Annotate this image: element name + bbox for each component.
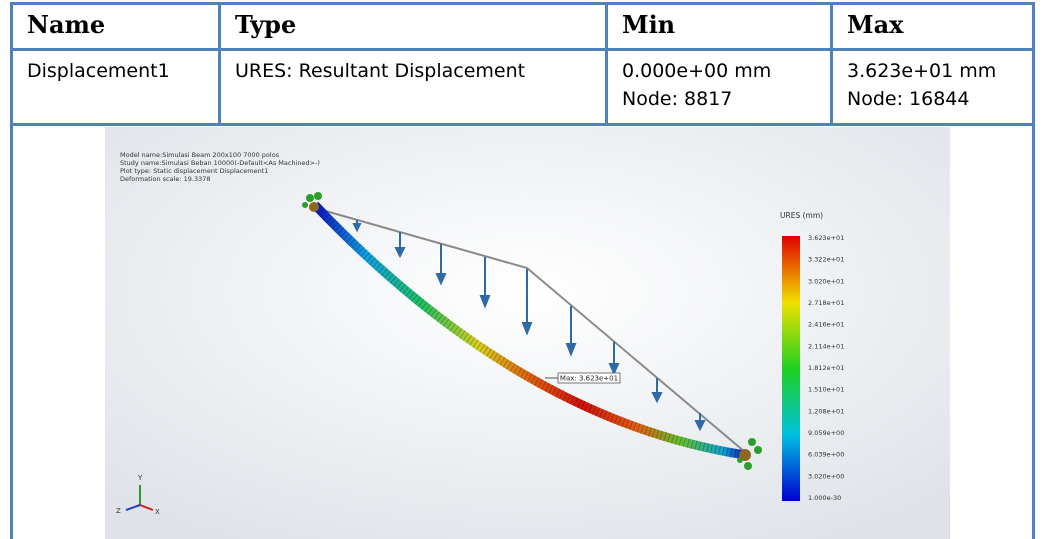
info-line: Model name:Simulasi Beam 200x100 7000 po… — [120, 151, 280, 159]
legend-label: 2.416e+01 — [808, 321, 844, 329]
legend-label: 2.718e+01 — [808, 299, 844, 307]
legend-label: 3.322e+01 — [808, 256, 844, 264]
max-label: Max: 3.623e+01 — [560, 375, 618, 383]
cell-text: Displacement1 — [27, 57, 218, 85]
legend-label: 6.039e+00 — [808, 451, 844, 459]
info-line: Study name:Simulasi Beban 10000(-Default… — [120, 159, 320, 167]
legend-label: 3.020e+00 — [808, 472, 844, 480]
header-cell: Name — [10, 2, 218, 48]
info-line: Plot type: Static displacement Displacem… — [120, 167, 268, 175]
legend-label: 1.812e+01 — [808, 364, 844, 372]
info-line: Deformation scale: 19.3378 — [120, 175, 211, 183]
header-text: Max — [847, 10, 903, 39]
legend-label: 3.020e+01 — [808, 277, 844, 285]
cell-text: Node: 8817 — [622, 85, 830, 113]
legend-label: 9.059e+00 — [808, 429, 844, 437]
legend-title: URES (mm) — [780, 211, 823, 220]
table-cell: Displacement1 — [10, 48, 218, 123]
legend-label: 1.000e-30 — [808, 494, 841, 502]
legend-label: 3.623e+01 — [808, 234, 844, 242]
axis-label: X — [155, 508, 160, 516]
axis-label: Y — [137, 474, 143, 482]
header-cell: Type — [218, 2, 605, 48]
axis-label: Z — [116, 507, 121, 515]
page: Name Type Min Max Displacement1 URES: Re… — [0, 0, 1045, 539]
legend-label: 1.510e+01 — [808, 386, 844, 394]
cell-text: 0.000e+00 mm — [622, 57, 830, 85]
header-cell: Max — [830, 2, 1035, 48]
cell-text: 3.623e+01 mm — [847, 57, 1032, 85]
cell-text: URES: Resultant Displacement — [235, 57, 605, 85]
header-text: Min — [622, 10, 675, 39]
colorbar — [782, 236, 800, 501]
table-cell: URES: Resultant Displacement — [218, 48, 605, 123]
simulation-image: Model name:Simulasi Beam 200x100 7000 po… — [105, 127, 950, 539]
header-text: Name — [27, 10, 105, 39]
header-text: Type — [235, 10, 296, 39]
cell-text: Node: 16844 — [847, 85, 1032, 113]
legend-label: 1.208e+01 — [808, 407, 844, 415]
header-cell: Min — [605, 2, 830, 48]
legend-label: 2.114e+01 — [808, 342, 844, 350]
